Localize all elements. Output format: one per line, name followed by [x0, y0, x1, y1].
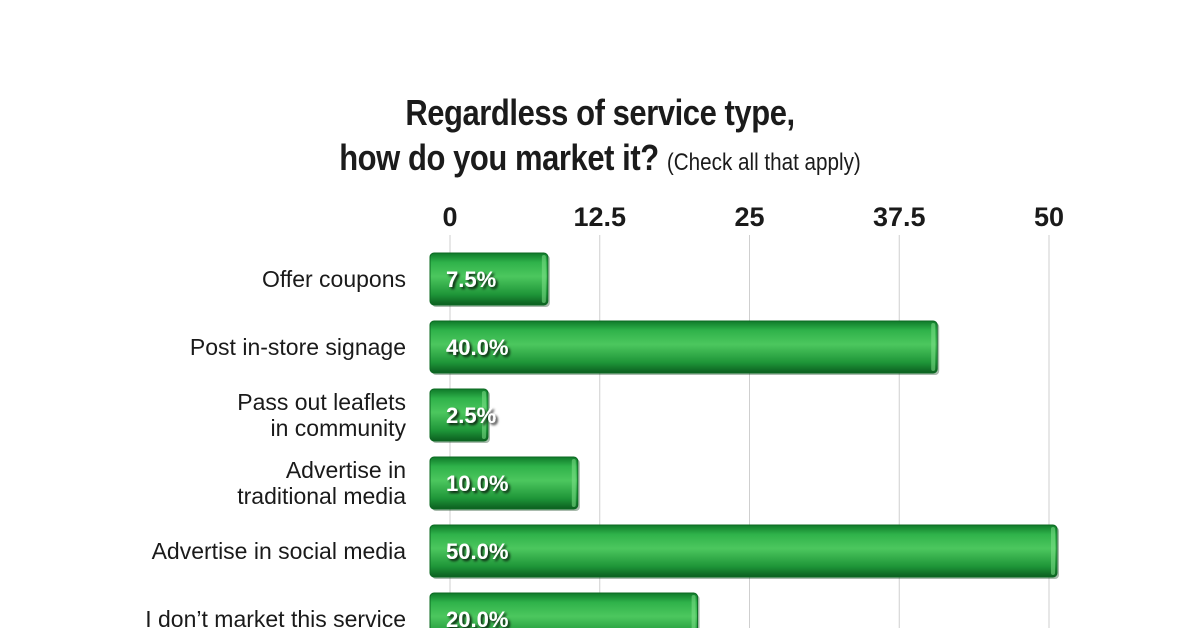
chart-subtitle: (Check all that apply)	[666, 149, 861, 176]
category-label: traditional media	[237, 483, 406, 509]
bar-group: 50.0% Advertise in social media	[152, 524, 1059, 579]
x-tick-label: 25	[734, 202, 764, 232]
bar	[429, 524, 1058, 578]
category-label: Post in-store signage	[190, 334, 406, 360]
x-tick-label: 50	[1034, 202, 1064, 232]
bar-end-highlight	[541, 255, 546, 303]
bar	[429, 456, 579, 510]
category-label: Offer coupons	[262, 266, 406, 292]
bar-group: 20.0% I don’t market this service	[145, 592, 700, 628]
bar-value-label: 7.5%	[446, 267, 496, 292]
x-axis-ticks: 0 12.5 25 37.5 50	[442, 202, 1064, 232]
category-label: Advertise in	[286, 457, 406, 483]
x-tick-label: 12.5	[573, 202, 626, 232]
bars: 7.5% Offer coupons 40.0% Post in-store sign…	[145, 252, 1059, 628]
chart-title-line2: how do you market it?	[339, 137, 659, 178]
bar	[429, 388, 489, 442]
chart-title-line2-row: how do you market it? (Check all that ap…	[84, 137, 1116, 179]
bar-end-highlight	[481, 391, 486, 439]
bar-group: 7.5% Offer coupons	[262, 252, 550, 307]
category-label: I don’t market this service	[145, 606, 406, 628]
chart-title: Regardless of service type,	[84, 92, 1116, 134]
category-label: in community	[271, 415, 407, 441]
x-tick-label: 37.5	[873, 202, 926, 232]
bar-value-label: 10.0%	[446, 471, 508, 496]
bar-end-highlight	[1051, 527, 1055, 575]
bar-group: 40.0% Post in-store signage	[190, 320, 940, 375]
bar-value-label: 40.0%	[446, 335, 508, 360]
bar	[429, 252, 549, 306]
category-label: Pass out leaflets	[237, 389, 406, 415]
bar-value-label: 20.0%	[446, 607, 508, 628]
bar-end-highlight	[931, 323, 936, 371]
bar-value-label: 2.5%	[446, 403, 496, 428]
bar-value-label: 50.0%	[446, 539, 508, 564]
x-tick-label: 0	[442, 202, 457, 232]
bar-end-highlight	[691, 595, 696, 628]
bar-end-highlight	[571, 459, 576, 507]
category-label: Advertise in social media	[152, 538, 407, 564]
bar	[429, 320, 938, 374]
bar	[429, 592, 699, 628]
chart-title-line1: Regardless of service type,	[405, 92, 795, 133]
